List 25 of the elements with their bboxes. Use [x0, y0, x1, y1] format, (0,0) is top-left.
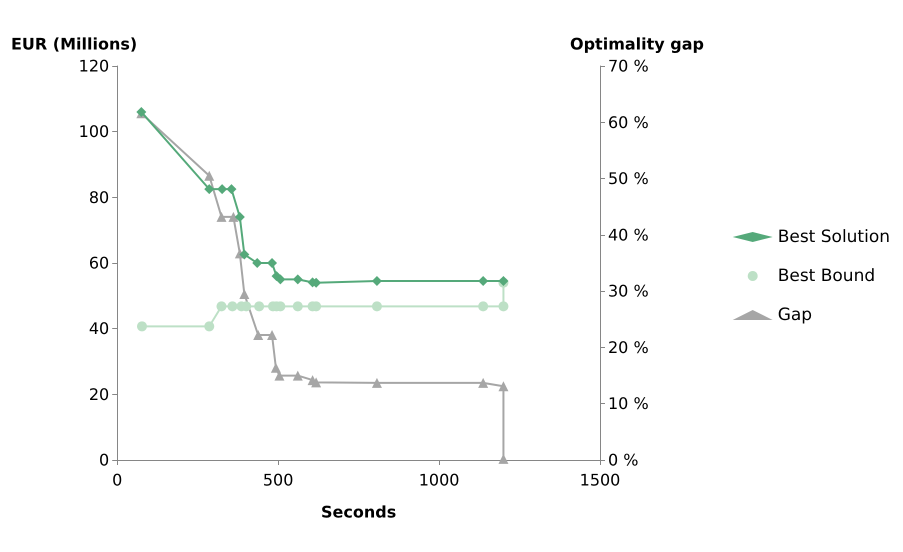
x-tick-label: 1500 — [580, 470, 620, 490]
x-tick-label: 500 — [262, 470, 294, 490]
y2-axis-title: Optimality gap — [570, 34, 704, 54]
x-tick-label: 0 — [112, 470, 122, 490]
x-tick-label: 1000 — [418, 470, 460, 490]
y2-tick-label: 0 % — [608, 450, 638, 470]
y2-tick-label: 40 % — [608, 225, 649, 244]
y2-tick-label: 50 % — [608, 169, 649, 188]
y-tick-label: 60 — [88, 254, 110, 272]
y2-tick-label: 70 % — [608, 56, 649, 76]
legend-label: Best Solution — [778, 227, 890, 247]
y2-tick-label: 60 % — [608, 112, 649, 132]
y-tick-label: 80 — [88, 188, 110, 207]
y-tick-label: 20 — [88, 384, 110, 404]
y2-tick-label: 30 % — [608, 282, 649, 301]
y-tick-label: 40 — [88, 319, 110, 338]
y2-tick-label: 10 % — [608, 394, 649, 414]
legend-label: Best Bound — [778, 266, 876, 286]
y2-tick-label: 20 % — [608, 338, 649, 357]
legend-label: Gap — [778, 305, 812, 325]
y-axis-title: EUR (Millions) — [11, 34, 138, 54]
x-axis-title: Seconds — [320, 502, 396, 522]
y-tick-label: 120 — [78, 56, 110, 76]
y-tick-label: 100 — [78, 122, 110, 142]
y-tick-label: 0 — [99, 450, 110, 470]
